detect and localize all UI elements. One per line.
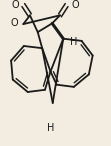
Text: H: H — [47, 123, 54, 133]
Text: O: O — [11, 0, 19, 10]
Text: O: O — [10, 18, 18, 28]
Text: O: O — [71, 0, 79, 10]
Text: H: H — [70, 37, 78, 47]
